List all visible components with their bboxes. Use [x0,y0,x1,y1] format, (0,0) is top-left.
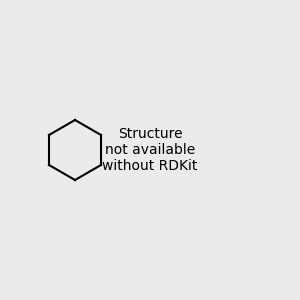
Text: Structure
not available
without RDKit: Structure not available without RDKit [102,127,198,173]
